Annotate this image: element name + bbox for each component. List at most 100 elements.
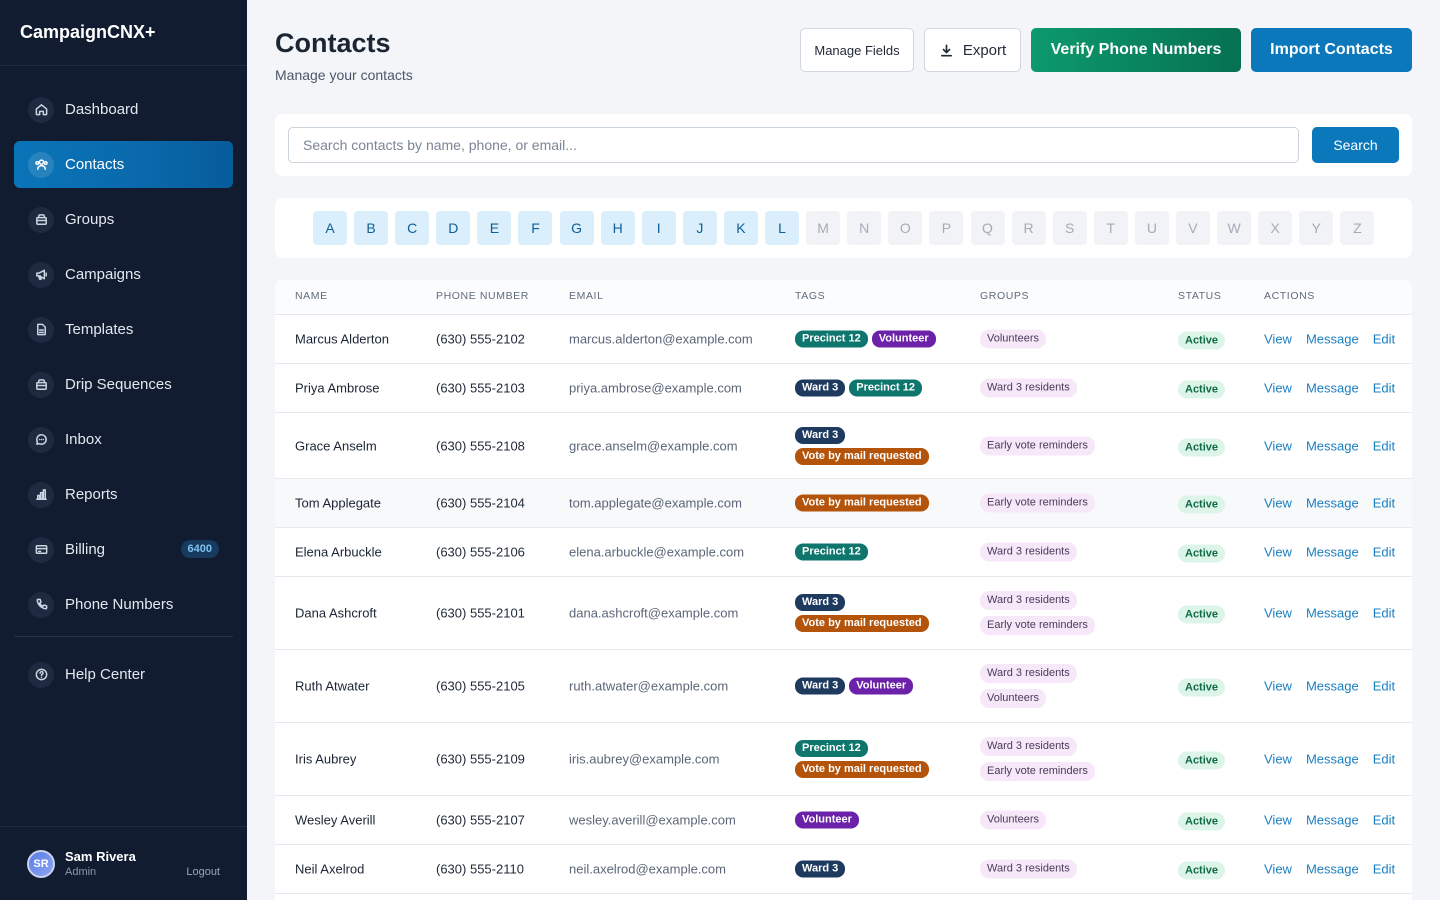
- message-link[interactable]: Message: [1305, 380, 1359, 396]
- letter-filter-s[interactable]: S: [1052, 211, 1087, 245]
- sidebar-item-help-center[interactable]: Help Center: [14, 651, 233, 698]
- view-link[interactable]: View: [1264, 678, 1292, 694]
- contact-email: wesley.averill@example.com: [569, 812, 736, 828]
- message-link[interactable]: Message: [1305, 751, 1359, 767]
- logout-link[interactable]: Logout: [186, 866, 220, 878]
- contact-name[interactable]: Elena Arbuckle: [295, 544, 382, 560]
- contact-name[interactable]: Neil Axelrod: [295, 861, 365, 877]
- letter-filter-m[interactable]: M: [806, 211, 841, 245]
- message-link[interactable]: Message: [1305, 678, 1359, 694]
- sidebar-item-drip-sequences[interactable]: Drip Sequences: [14, 361, 233, 408]
- edit-link[interactable]: Edit: [1372, 605, 1396, 621]
- sidebar-item-templates[interactable]: Templates: [14, 306, 233, 353]
- letter-filter-g[interactable]: G: [559, 211, 594, 245]
- search-button[interactable]: Search: [1312, 127, 1399, 163]
- letter-filter-h[interactable]: H: [600, 211, 635, 245]
- column-header-name[interactable]: NAME: [295, 290, 328, 302]
- export-button[interactable]: Export: [924, 28, 1021, 72]
- letter-filter-i[interactable]: I: [641, 211, 676, 245]
- groups-cell: Early vote reminders: [980, 493, 1095, 513]
- letter-filter-u[interactable]: U: [1134, 211, 1169, 245]
- sidebar-item-reports[interactable]: Reports: [14, 471, 233, 518]
- view-link[interactable]: View: [1264, 495, 1292, 511]
- tags-cell: Ward 3: [795, 860, 846, 878]
- contact-name[interactable]: Iris Aubrey: [295, 751, 357, 767]
- app-logo[interactable]: CampaignCNX+: [0, 0, 247, 66]
- letter-filter-c[interactable]: C: [395, 211, 430, 245]
- letter-filter-k[interactable]: K: [723, 211, 758, 245]
- view-link[interactable]: View: [1264, 331, 1292, 347]
- column-header-status[interactable]: STATUS: [1178, 290, 1222, 302]
- edit-link[interactable]: Edit: [1372, 812, 1396, 828]
- view-link[interactable]: View: [1264, 544, 1292, 560]
- message-link[interactable]: Message: [1305, 861, 1359, 877]
- sidebar-item-inbox[interactable]: Inbox: [14, 416, 233, 463]
- sidebar-item-label: Dashboard: [65, 101, 139, 118]
- contact-name[interactable]: Ruth Atwater: [295, 678, 370, 694]
- letter-filter-j[interactable]: J: [682, 211, 717, 245]
- edit-link[interactable]: Edit: [1372, 544, 1396, 560]
- letter-filter-d[interactable]: D: [436, 211, 471, 245]
- letter-filter-q[interactable]: Q: [970, 211, 1005, 245]
- letter-filter-x[interactable]: X: [1258, 211, 1293, 245]
- message-link[interactable]: Message: [1305, 605, 1359, 621]
- edit-link[interactable]: Edit: [1372, 331, 1396, 347]
- sidebar-item-phone-numbers[interactable]: Phone Numbers: [14, 581, 233, 628]
- view-link[interactable]: View: [1264, 861, 1292, 877]
- verify-phone-numbers-button[interactable]: Verify Phone Numbers: [1031, 28, 1241, 72]
- contact-name[interactable]: Marcus Alderton: [295, 331, 389, 347]
- sidebar-item-dashboard[interactable]: Dashboard: [14, 86, 233, 133]
- column-header-email[interactable]: EMAIL: [569, 290, 604, 302]
- letter-filter-y[interactable]: Y: [1299, 211, 1334, 245]
- tag-badge: Ward 3: [795, 860, 846, 878]
- message-link[interactable]: Message: [1305, 544, 1359, 560]
- letter-filter-f[interactable]: F: [518, 211, 553, 245]
- edit-link[interactable]: Edit: [1372, 861, 1396, 877]
- view-link[interactable]: View: [1264, 812, 1292, 828]
- edit-link[interactable]: Edit: [1372, 495, 1396, 511]
- letter-filter-r[interactable]: R: [1011, 211, 1046, 245]
- view-link[interactable]: View: [1264, 380, 1292, 396]
- letter-filter-b[interactable]: B: [354, 211, 389, 245]
- sidebar-item-campaigns[interactable]: Campaigns: [14, 251, 233, 298]
- letter-filter-w[interactable]: W: [1217, 211, 1252, 245]
- letter-filter-l[interactable]: L: [765, 211, 800, 245]
- edit-link[interactable]: Edit: [1372, 380, 1396, 396]
- letter-filter-p[interactable]: P: [929, 211, 964, 245]
- edit-link[interactable]: Edit: [1372, 678, 1396, 694]
- view-link[interactable]: View: [1264, 438, 1292, 453]
- contact-name[interactable]: Priya Ambrose: [295, 380, 380, 396]
- letter-filter-t[interactable]: T: [1093, 211, 1128, 245]
- contact-name[interactable]: Grace Anselm: [295, 438, 377, 453]
- group-badge: Early vote reminders: [980, 616, 1095, 635]
- search-input[interactable]: [288, 127, 1299, 163]
- sidebar-item-contacts[interactable]: Contacts: [14, 141, 233, 188]
- contact-name[interactable]: Wesley Averill: [295, 812, 376, 828]
- letter-filter-o[interactable]: O: [888, 211, 923, 245]
- message-link[interactable]: Message: [1305, 331, 1359, 347]
- groups-cell: Ward 3 residents: [980, 378, 1077, 398]
- message-link[interactable]: Message: [1305, 812, 1359, 828]
- column-header-phone[interactable]: PHONE NUMBER: [436, 290, 529, 302]
- letter-filter-a[interactable]: A: [313, 211, 347, 245]
- letter-filter-e[interactable]: E: [477, 211, 512, 245]
- sidebar-item-label: Campaigns: [65, 266, 141, 283]
- avatar[interactable]: SR: [27, 849, 55, 878]
- manage-fields-button[interactable]: Manage Fields: [800, 28, 914, 72]
- import-contacts-button[interactable]: Import Contacts: [1251, 28, 1412, 72]
- message-link[interactable]: Message: [1305, 438, 1359, 453]
- letter-filter-z[interactable]: Z: [1340, 211, 1375, 245]
- contact-email: tom.applegate@example.com: [569, 495, 742, 511]
- edit-link[interactable]: Edit: [1372, 438, 1396, 453]
- letter-filter-n[interactable]: N: [847, 211, 882, 245]
- sidebar-item-billing[interactable]: Billing 6400: [14, 526, 233, 573]
- table-row: Elena Arbuckle (630) 555-2106 elena.arbuck…: [275, 528, 1412, 577]
- letter-filter-v[interactable]: V: [1175, 211, 1210, 245]
- contact-name[interactable]: Dana Ashcroft: [295, 605, 377, 621]
- contact-name[interactable]: Tom Applegate: [295, 495, 382, 511]
- edit-link[interactable]: Edit: [1372, 751, 1396, 767]
- sidebar-item-groups[interactable]: Groups: [14, 196, 233, 243]
- message-link[interactable]: Message: [1305, 495, 1359, 511]
- view-link[interactable]: View: [1264, 605, 1292, 621]
- view-link[interactable]: View: [1264, 751, 1292, 767]
